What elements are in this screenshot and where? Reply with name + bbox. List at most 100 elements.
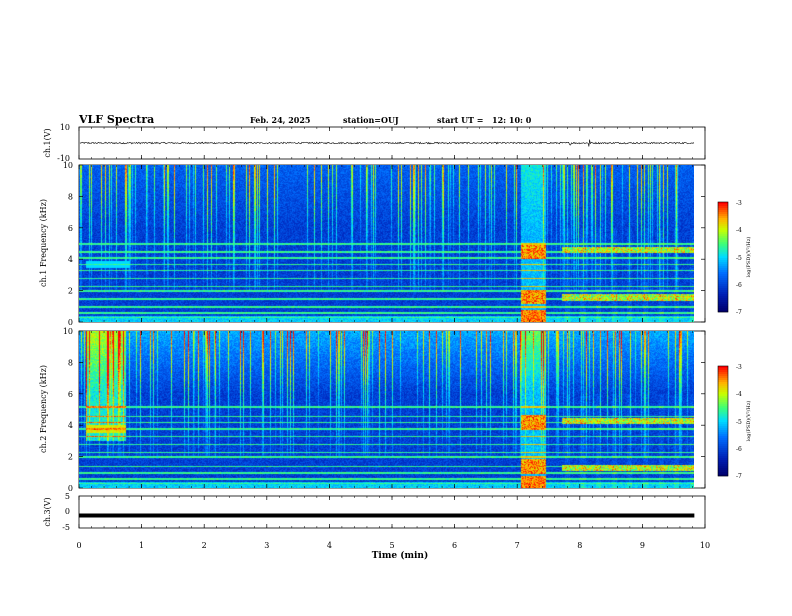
ch1-ylabel: ch.1(V) xyxy=(43,128,52,157)
x-tick-label: 5 xyxy=(389,541,394,550)
colorbar-swatch xyxy=(718,308,728,311)
ch2-spectrogram-image xyxy=(79,331,694,488)
colorbar-swatch xyxy=(718,252,728,255)
colorbar-swatch xyxy=(718,468,728,471)
ch2-colorbar-tick: -4 xyxy=(736,391,742,398)
colorbar-swatch xyxy=(718,448,728,451)
colorbar-swatch xyxy=(718,228,728,231)
colorbar-swatch xyxy=(718,440,728,443)
colorbar-swatch xyxy=(718,254,728,257)
ch1-colorbar: -3 -4 -5 -6 -7 log(PSD)(V²/Hz) xyxy=(717,200,752,316)
ch2-colorbar-tick: -7 xyxy=(736,473,742,480)
colorbar-swatch xyxy=(718,246,728,249)
colorbar-swatch xyxy=(718,260,728,263)
x-tick-label: 1 xyxy=(139,541,144,550)
x-tick-label: 3 xyxy=(264,541,269,550)
ch2-colorbar-frame xyxy=(717,365,729,477)
colorbar-swatch xyxy=(718,462,728,465)
colorbar-swatch xyxy=(718,234,728,237)
ch1-spectrogram-image xyxy=(79,165,694,322)
ch1-spectrogram-ytick-label: 0 xyxy=(68,318,73,327)
colorbar-swatch xyxy=(718,370,728,373)
colorbar-swatch xyxy=(718,452,728,455)
colorbar-swatch xyxy=(718,290,728,293)
colorbar-swatch xyxy=(718,414,728,417)
ch1-spectrogram-ytick-label: 2 xyxy=(68,287,73,296)
colorbar-swatch xyxy=(718,202,728,205)
colorbar-swatch xyxy=(718,426,728,429)
colorbar-swatch xyxy=(718,258,728,261)
ch1-colorbar-tick: -6 xyxy=(736,282,742,289)
ch2-colorbar-tick: -3 xyxy=(736,364,742,371)
colorbar-swatch xyxy=(718,400,728,403)
colorbar-swatch xyxy=(718,394,728,397)
start-ut-value: 12: 10: 0 xyxy=(492,115,532,125)
x-tick-label: 10 xyxy=(700,541,710,550)
colorbar-swatch xyxy=(718,278,728,281)
colorbar-swatch xyxy=(718,302,728,305)
colorbar-swatch xyxy=(718,210,728,213)
colorbar-swatch xyxy=(718,288,728,291)
x-tick-label: 7 xyxy=(515,541,520,550)
colorbar-swatch xyxy=(718,284,728,287)
ch2-colorbar: -3 -4 -5 -6 -7 log(PSD)(V²/Hz) xyxy=(717,364,752,480)
ch1-ytick-top: 10 xyxy=(60,123,70,132)
ch1-spectrogram-ytick-label: 4 xyxy=(68,255,73,264)
colorbar-swatch xyxy=(718,256,728,259)
colorbar-swatch xyxy=(718,402,728,405)
colorbar-swatch xyxy=(718,306,728,309)
figure-title: VLF Spectra xyxy=(78,113,154,126)
ch1-spectrogram-panel: 0 2 4 6 8 10 ch.1 Frequency (kHz) xyxy=(39,161,706,327)
ch2-spectrogram-ytick-label: 6 xyxy=(68,390,73,399)
ch2-spectrogram-channel-label: ch.2 Frequency (kHz) xyxy=(39,365,48,453)
colorbar-swatch xyxy=(718,472,728,475)
colorbar-swatch xyxy=(718,366,728,369)
colorbar-swatch xyxy=(718,438,728,441)
colorbar-swatch xyxy=(718,242,728,245)
colorbar-swatch xyxy=(718,374,728,377)
colorbar-swatch xyxy=(718,226,728,229)
colorbar-swatch xyxy=(718,404,728,407)
colorbar-swatch xyxy=(718,244,728,247)
ch3-ytick-bottom: -5 xyxy=(62,523,70,532)
colorbar-swatch xyxy=(718,376,728,379)
colorbar-swatch xyxy=(718,378,728,381)
colorbar-swatch xyxy=(718,264,728,267)
ch3-ylabel: ch.3(V) xyxy=(43,497,52,526)
colorbar-swatch xyxy=(718,236,728,239)
x-tick-label: 2 xyxy=(202,541,207,550)
colorbar-swatch xyxy=(718,294,728,297)
ch3-waveform-frame xyxy=(78,495,706,529)
colorbar-swatch xyxy=(718,430,728,433)
colorbar-swatch xyxy=(718,266,728,269)
colorbar-swatch xyxy=(718,216,728,219)
ch3-waveform-panel: 5 0 -5 ch.3(V) xyxy=(43,492,706,532)
ch1-colorbar-frame xyxy=(717,201,729,313)
colorbar-swatch xyxy=(718,382,728,385)
colorbar-swatch xyxy=(718,390,728,393)
colorbar-swatch xyxy=(718,422,728,425)
colorbar-swatch xyxy=(718,224,728,227)
colorbar-swatch xyxy=(718,450,728,453)
colorbar-swatch xyxy=(718,412,728,415)
colorbar-swatch xyxy=(718,428,728,431)
colorbar-swatch xyxy=(718,372,728,375)
colorbar-swatch xyxy=(718,272,728,275)
x-tick-label: 9 xyxy=(640,541,645,550)
ch1-spectrogram-channel-label: ch.1 Frequency (kHz) xyxy=(39,199,48,287)
x-tick-label: 0 xyxy=(76,541,81,550)
x-tick-label: 8 xyxy=(577,541,582,550)
colorbar-swatch xyxy=(718,436,728,439)
colorbar-swatch xyxy=(718,208,728,211)
start-ut-label: start UT = xyxy=(437,115,484,125)
colorbar-swatch xyxy=(718,408,728,411)
colorbar-swatch xyxy=(718,220,728,223)
colorbar-swatch xyxy=(718,458,728,461)
ch1-colorbar-tick: -3 xyxy=(736,200,742,207)
ch1-spectrogram-ytick-label: 10 xyxy=(63,161,73,170)
ch1-colorbar-label: log(PSD)(V²/Hz) xyxy=(745,237,752,278)
colorbar-swatch xyxy=(718,454,728,457)
colorbar-swatch xyxy=(718,250,728,253)
colorbar-swatch xyxy=(718,292,728,295)
